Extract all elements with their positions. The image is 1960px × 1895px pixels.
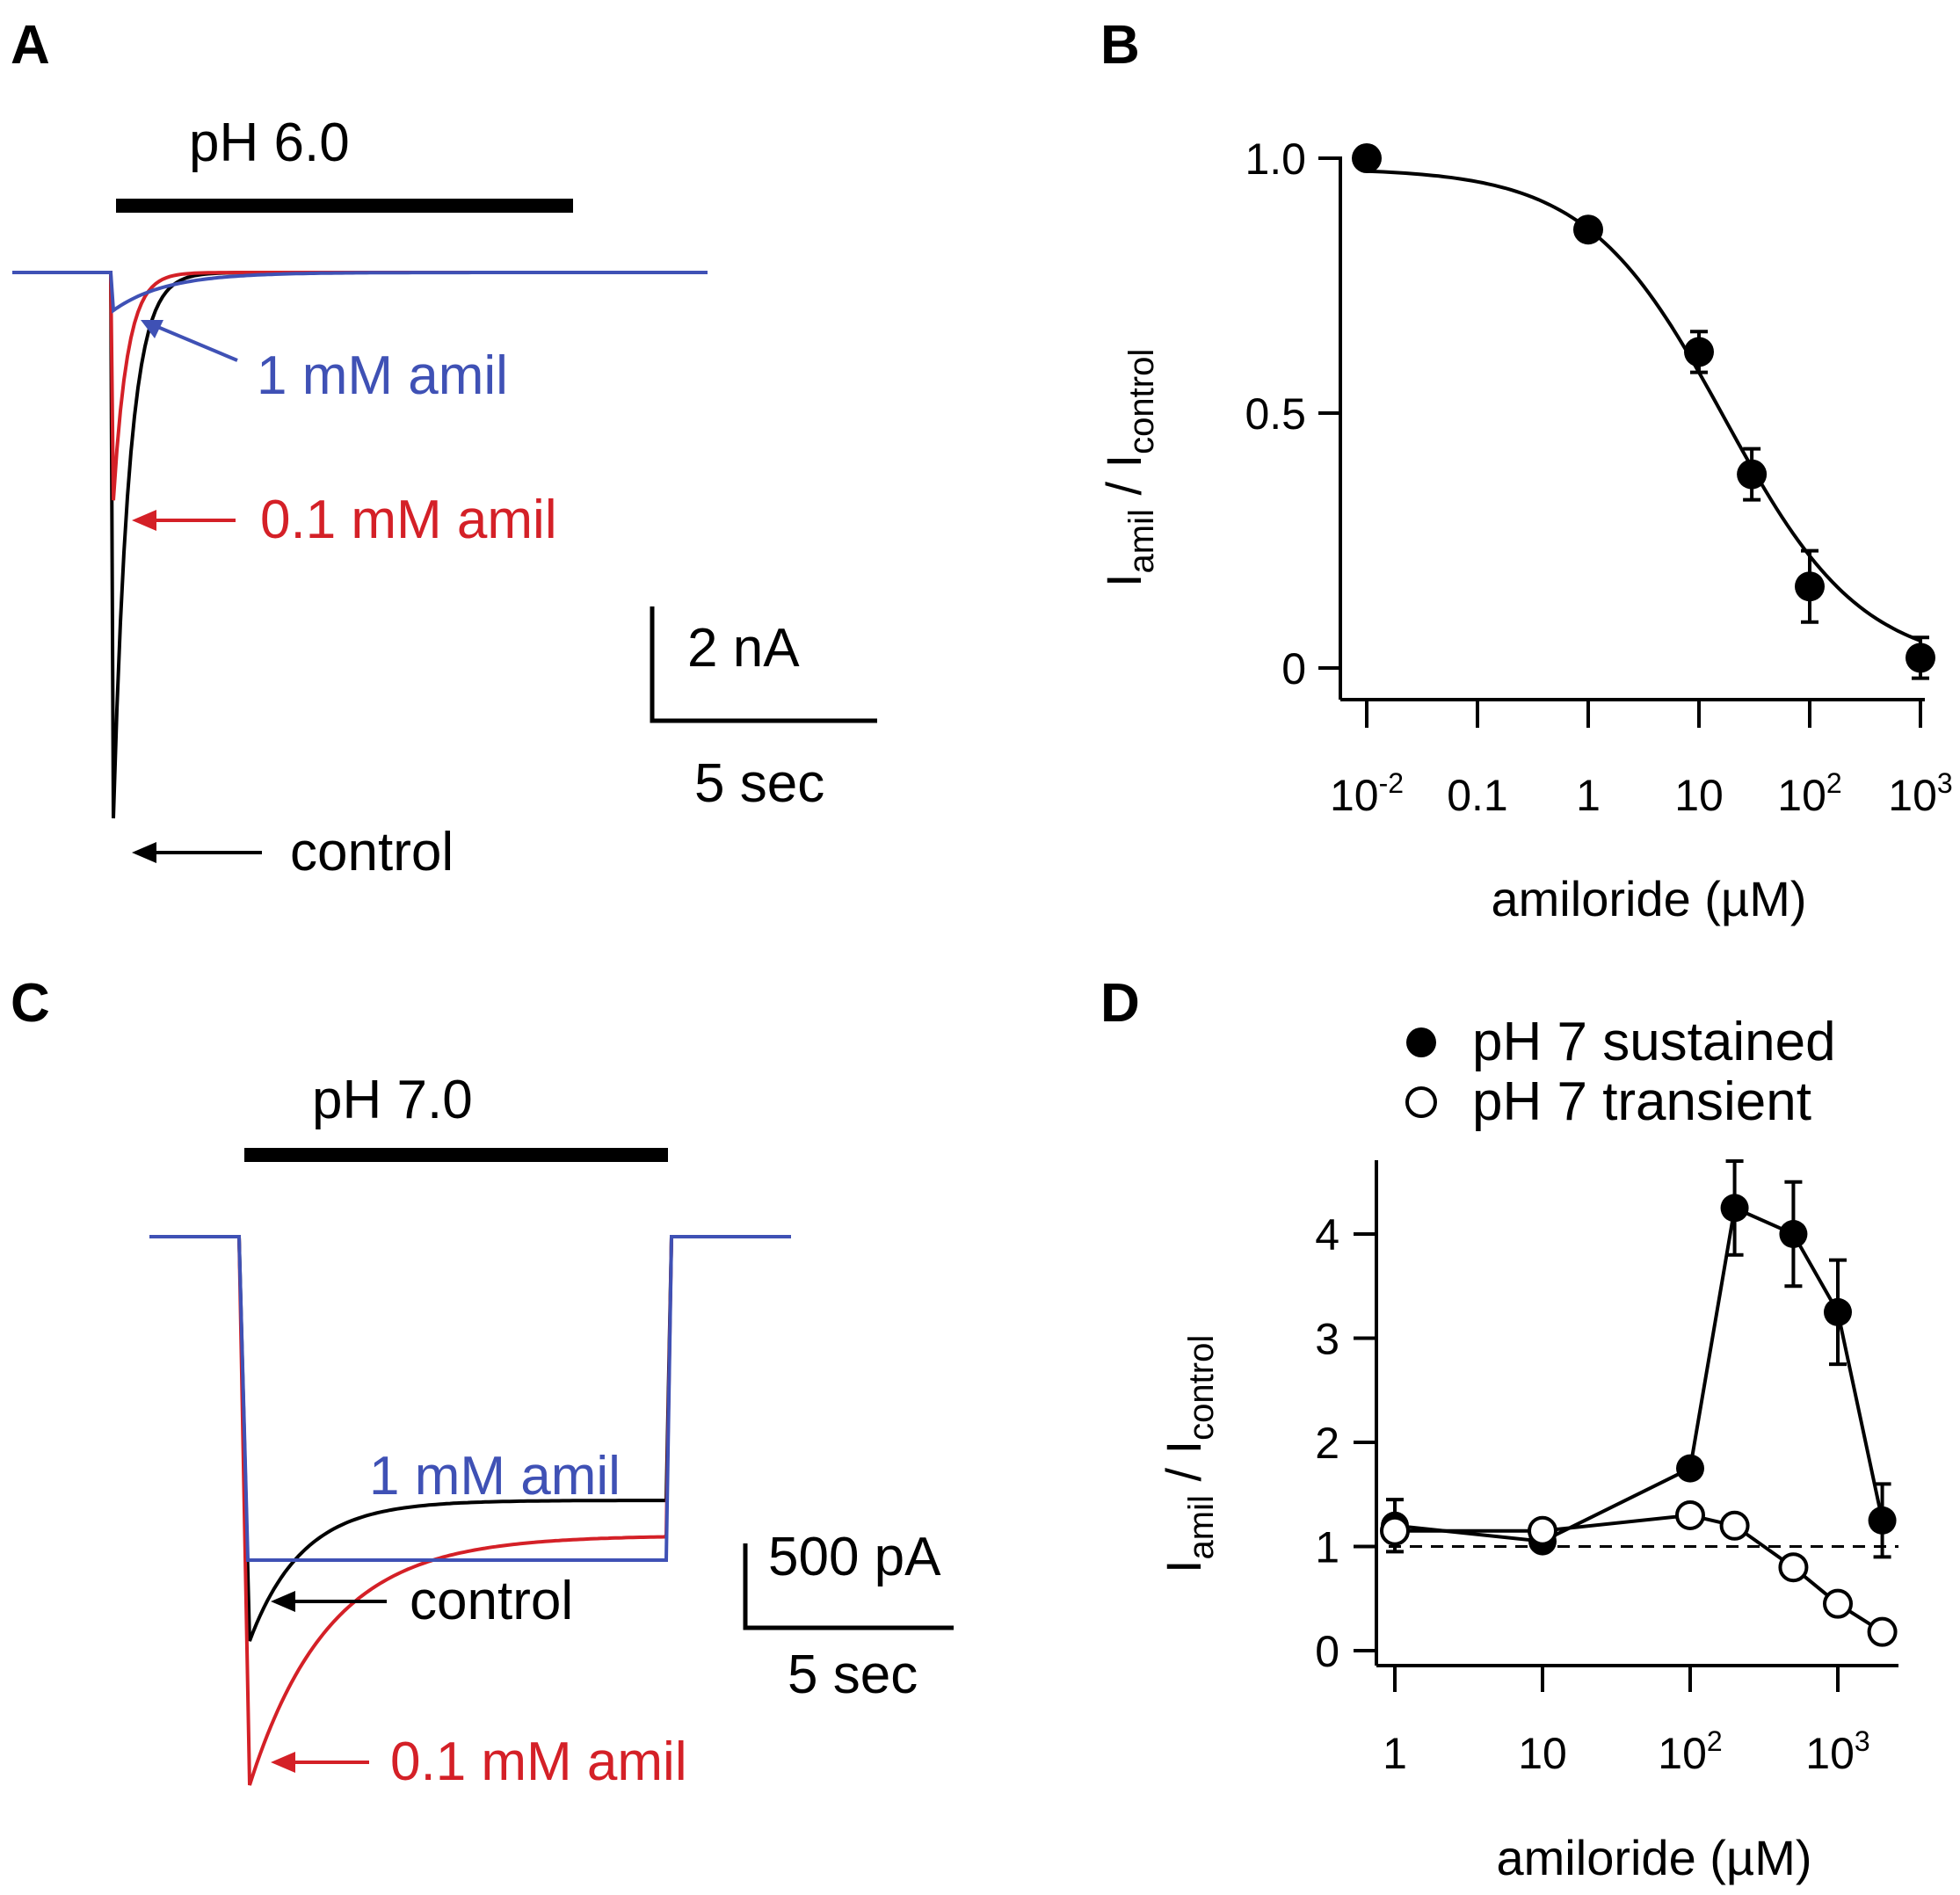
panel-d-point-transient [1867, 1616, 1898, 1647]
panel-b-letter: B [1100, 15, 1140, 76]
panel-d-line-sustained [1394, 1205, 1884, 1543]
panel-b-ylabel-sub1: amil [1122, 509, 1161, 573]
panel-a: A pH 6.0 1 mM amil 0.1 mM amil control 2… [11, 15, 877, 882]
panel-c-stimulus-bar [244, 1148, 668, 1162]
panel-b-ylabel-sub2: control [1122, 349, 1161, 454]
panel-b-point [1795, 571, 1825, 602]
panel-b-ytick-label: 0.5 [1245, 389, 1306, 439]
panel-d-point-transient [1675, 1499, 1705, 1530]
panel-d-point-transient [1778, 1552, 1809, 1583]
panel-d-point-sustained [1720, 1194, 1749, 1223]
panel-d-ytick-label: 1 [1315, 1523, 1339, 1572]
panel-c-trace-control [149, 1235, 791, 1642]
panel-b-xlabel: amiloride (µM) [1492, 871, 1807, 926]
panel-a-stimulus-bar [116, 199, 573, 213]
panel-b-point [1737, 459, 1768, 490]
panel-c-scale-bar [743, 1543, 954, 1630]
panel-a-arrowhead-control [132, 842, 156, 863]
panel-a-arrowhead-0.1mm [132, 510, 156, 531]
panel-d-xtick-label: 103 [1805, 1725, 1869, 1778]
panel-d-xlabel: amiloride (µM) [1497, 1830, 1812, 1885]
panel-b-xtick-label: 0.1 [1447, 771, 1508, 820]
panel-d-point-sustained [1868, 1506, 1897, 1535]
panel-d-legend-marker-sustained [1406, 1027, 1436, 1057]
panel-c-trace-1mm [149, 1235, 791, 1562]
panel-d-ytick-label: 2 [1315, 1419, 1339, 1468]
panel-d-letter: D [1100, 973, 1140, 1034]
panel-d-ylabel-sub1: amil [1182, 1495, 1221, 1559]
panel-a-scale-y-label: 2 nA [687, 618, 800, 679]
panel-a-label-control: control [290, 822, 454, 882]
panel-b-ylabel-i1: I [1096, 573, 1151, 587]
panel-b-point [1684, 337, 1714, 367]
panel-d-point-transient [1719, 1510, 1750, 1541]
panel-c-ph-label: pH 7.0 [312, 1070, 473, 1130]
panel-d-point-sustained [1676, 1454, 1704, 1483]
panel-d-ylabel-sub2: control [1182, 1335, 1221, 1441]
panel-a-scale-bar [650, 606, 877, 723]
panel-b-ytick-label: 0 [1281, 644, 1306, 693]
panel-b-xtick-label: 1 [1576, 771, 1601, 820]
panel-a-arrow-1mm [149, 322, 238, 362]
panel-c-label-1mm: 1 mM amil [369, 1446, 621, 1507]
panel-b-fit-curve [1366, 169, 1921, 643]
panel-c-trace-0.1mm [149, 1235, 791, 1786]
panel-d-ytick-label: 3 [1315, 1315, 1339, 1364]
panel-b: B 1.0 0.5 0 10-2 0.1 1 10 102 103 amiloride (µM)… [1096, 15, 1953, 926]
panel-d-ylabel-sep: / [1156, 1454, 1211, 1495]
panel-a-trace-1mm [12, 271, 708, 314]
panel-d-xtick-label: 102 [1658, 1725, 1722, 1778]
panel-b-point [1352, 143, 1382, 173]
panel-b-xtick-label: 102 [1777, 767, 1841, 820]
panel-d-point-transient [1528, 1515, 1557, 1546]
panel-d-ytick-label: 0 [1315, 1627, 1339, 1676]
panel-d-legend-transient: pH 7 transient [1472, 1071, 1811, 1132]
panel-d-xtick-label: 10 [1518, 1729, 1567, 1778]
panel-a-ph-label: pH 6.0 [189, 113, 350, 173]
panel-c-label-control: control [410, 1571, 573, 1631]
panel-c-scale-y-label: 500 pA [768, 1527, 941, 1587]
panel-a-scale-x-label: 5 sec [694, 753, 824, 814]
panel-a-label-0.1mm: 0.1 mM amil [260, 490, 557, 550]
panel-a-letter: A [11, 15, 50, 76]
panel-c-label-0.1mm: 0.1 mM amil [390, 1732, 687, 1792]
panel-b-point [1573, 214, 1603, 245]
panel-b-xtick-label: 10-2 [1330, 767, 1404, 820]
panel-d-legend-marker-transient [1405, 1086, 1437, 1118]
panel-c-scale-x-label: 5 sec [788, 1645, 918, 1705]
panel-d-point-transient [1380, 1515, 1410, 1546]
panel-b-ytick-label: 1.0 [1245, 134, 1306, 184]
panel-d-point-sustained [1779, 1220, 1808, 1248]
panel-d-ylabel-i1: I [1156, 1559, 1211, 1573]
panel-b-xtick-label: 103 [1888, 767, 1952, 820]
panel-d-ytick-label: 4 [1315, 1210, 1339, 1260]
panel-d-ylabel: Iamil / Icontrol [1156, 1335, 1221, 1573]
panel-a-arrowhead-1mm [141, 320, 163, 338]
panel-b-ylabel: Iamil / Icontrol [1096, 349, 1161, 587]
panel-b-point [1906, 643, 1935, 673]
panel-d-xtick-label: 1 [1383, 1729, 1407, 1778]
panel-d-point-transient [1823, 1588, 1853, 1619]
panel-d-legend-sustained: pH 7 sustained [1472, 1012, 1836, 1072]
panel-b-ylabel-i2: I [1096, 454, 1151, 468]
panel-c-letter: C [11, 973, 50, 1034]
panel-b-axes: 1.0 0.5 0 10-2 0.1 1 10 102 103 [1245, 134, 1952, 820]
panel-c: C pH 7.0 1 mM amil control 0.1 mM amil 5… [11, 973, 954, 1792]
panel-d-ylabel-i2: I [1156, 1441, 1211, 1455]
panel-b-ylabel-sep: / [1096, 468, 1151, 509]
panel-c-arrowhead-0.1mm [271, 1752, 295, 1773]
panel-d-point-sustained [1824, 1297, 1852, 1326]
panel-c-arrowhead-control [271, 1591, 295, 1612]
panel-b-xtick-label: 10 [1674, 771, 1724, 820]
panel-a-label-1mm: 1 mM amil [257, 345, 508, 406]
